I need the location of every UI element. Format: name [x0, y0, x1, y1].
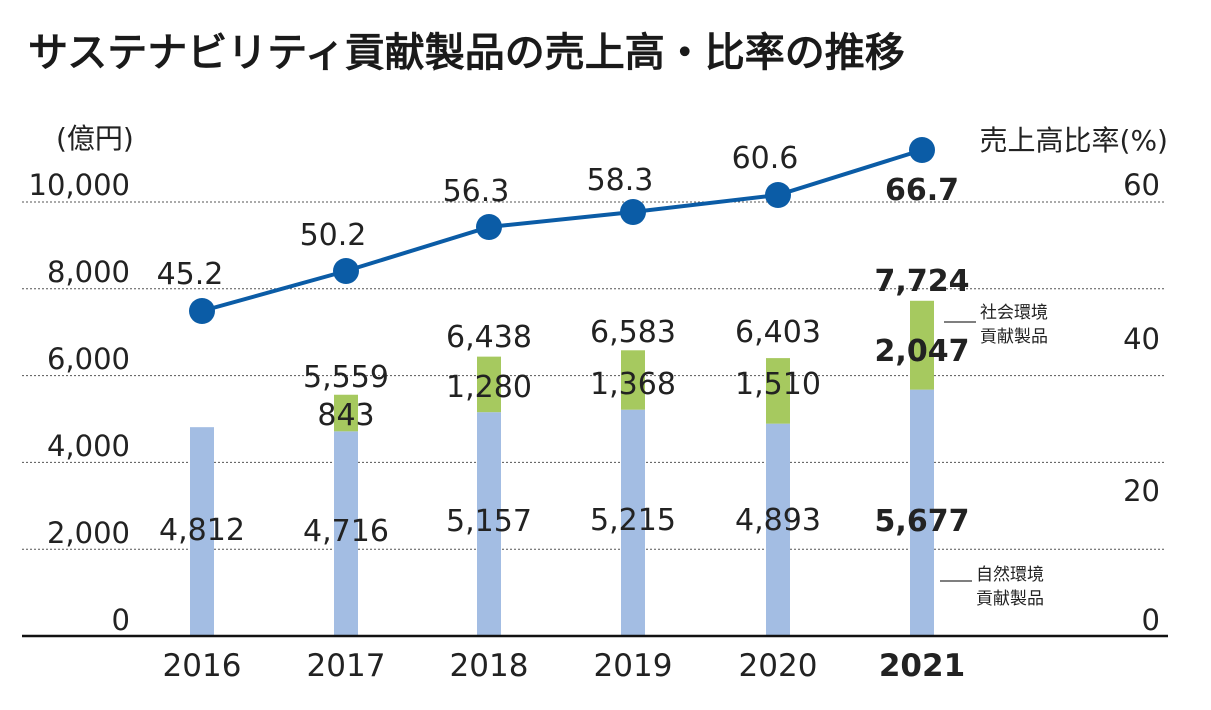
- ratio-line: [189, 137, 935, 324]
- bar-social: [766, 358, 790, 424]
- ratio-label: 60.6: [732, 141, 799, 176]
- ratio-point: [189, 298, 215, 324]
- ratio-label: 58.3: [587, 163, 654, 198]
- legend-natural-line1: 自然環境: [976, 565, 1044, 585]
- x-tick-label: 2018: [450, 648, 529, 684]
- y-left-tick-label: 2,000: [47, 516, 130, 550]
- bar-social: [621, 350, 645, 410]
- total-value-label: 6,583: [590, 315, 676, 350]
- total-value-label: 6,403: [735, 315, 821, 350]
- y-right-tick-label: 60: [1123, 168, 1160, 202]
- natural-value-label: 4,893: [735, 503, 821, 538]
- data-labels: 45.2 50.2 56.3 58.3 60.6 66.7 4,812 4,716 5,157 5…: [157, 141, 970, 549]
- x-tick-label: 2021: [879, 648, 965, 684]
- bar-social: [477, 356, 501, 413]
- social-value-label: 1,510: [735, 367, 821, 402]
- grid-lines: [22, 201, 1165, 550]
- ratio-point: [333, 258, 359, 284]
- bars: [190, 300, 934, 636]
- social-value-label: 843: [317, 398, 374, 433]
- axes: 0 2,000 4,000 6,000 8,000 10,000 (億円) 0 20 40 60 売上…: [22, 122, 1168, 684]
- legend-natural-line2: 貢献製品: [976, 589, 1044, 609]
- bar-natural: [621, 409, 645, 636]
- ratio-polyline: [201, 148, 923, 313]
- social-value-label: 1,280: [446, 370, 532, 405]
- bar-natural: [334, 431, 358, 636]
- chart-title: サステナビリティ貢献製品の売上高・比率の推移: [28, 30, 905, 76]
- total-value-label: 6,438: [446, 320, 532, 355]
- y-left-tick-label: 8,000: [47, 255, 130, 289]
- y-right-tick-label: 40: [1123, 322, 1160, 356]
- total-value-label: 7,724: [875, 264, 970, 299]
- y-left-tick-label: 4,000: [47, 429, 130, 463]
- natural-value-label: 4,716: [303, 514, 389, 549]
- bar-natural: [910, 389, 934, 636]
- natural-value-label: 5,215: [590, 503, 676, 538]
- y-left-tick-label: 6,000: [47, 342, 130, 376]
- y-left-tick-label: 10,000: [29, 168, 130, 202]
- ratio-label: 45.2: [157, 257, 224, 292]
- ratio-label: 50.2: [300, 218, 367, 253]
- x-tick-label: 2016: [163, 648, 242, 684]
- bar-social: [910, 300, 934, 390]
- y-right-unit: 売上高比率(%): [980, 124, 1168, 157]
- natural-value-label: 4,812: [159, 513, 245, 548]
- total-value-label: 5,559: [303, 360, 389, 395]
- x-tick-label: 2017: [307, 648, 386, 684]
- social-value-label: 2,047: [875, 334, 970, 369]
- ratio-point: [909, 137, 935, 163]
- ratio-point: [765, 182, 791, 208]
- ratio-label: 56.3: [443, 174, 510, 209]
- natural-value-label: 5,157: [446, 504, 532, 539]
- ratio-label: 66.7: [885, 173, 959, 208]
- social-value-label: 1,368: [590, 367, 676, 402]
- y-left-tick-label: 0: [112, 603, 130, 637]
- natural-value-label: 5,677: [875, 504, 970, 539]
- ratio-point: [620, 199, 646, 225]
- x-tick-label: 2019: [594, 648, 673, 684]
- y-left-unit: (億円): [56, 122, 134, 155]
- y-right-tick-label: 20: [1123, 474, 1160, 508]
- bar-natural: [190, 427, 214, 636]
- bar-natural: [766, 423, 790, 636]
- bar-natural: [477, 412, 501, 636]
- ratio-point: [476, 214, 502, 240]
- legend-social-line2: 貢献製品: [980, 327, 1048, 347]
- y-right-tick-label: 0: [1142, 603, 1160, 637]
- bar-social: [334, 394, 358, 432]
- x-tick-label: 2020: [739, 648, 818, 684]
- legend-social-line1: 社会環境: [980, 303, 1048, 323]
